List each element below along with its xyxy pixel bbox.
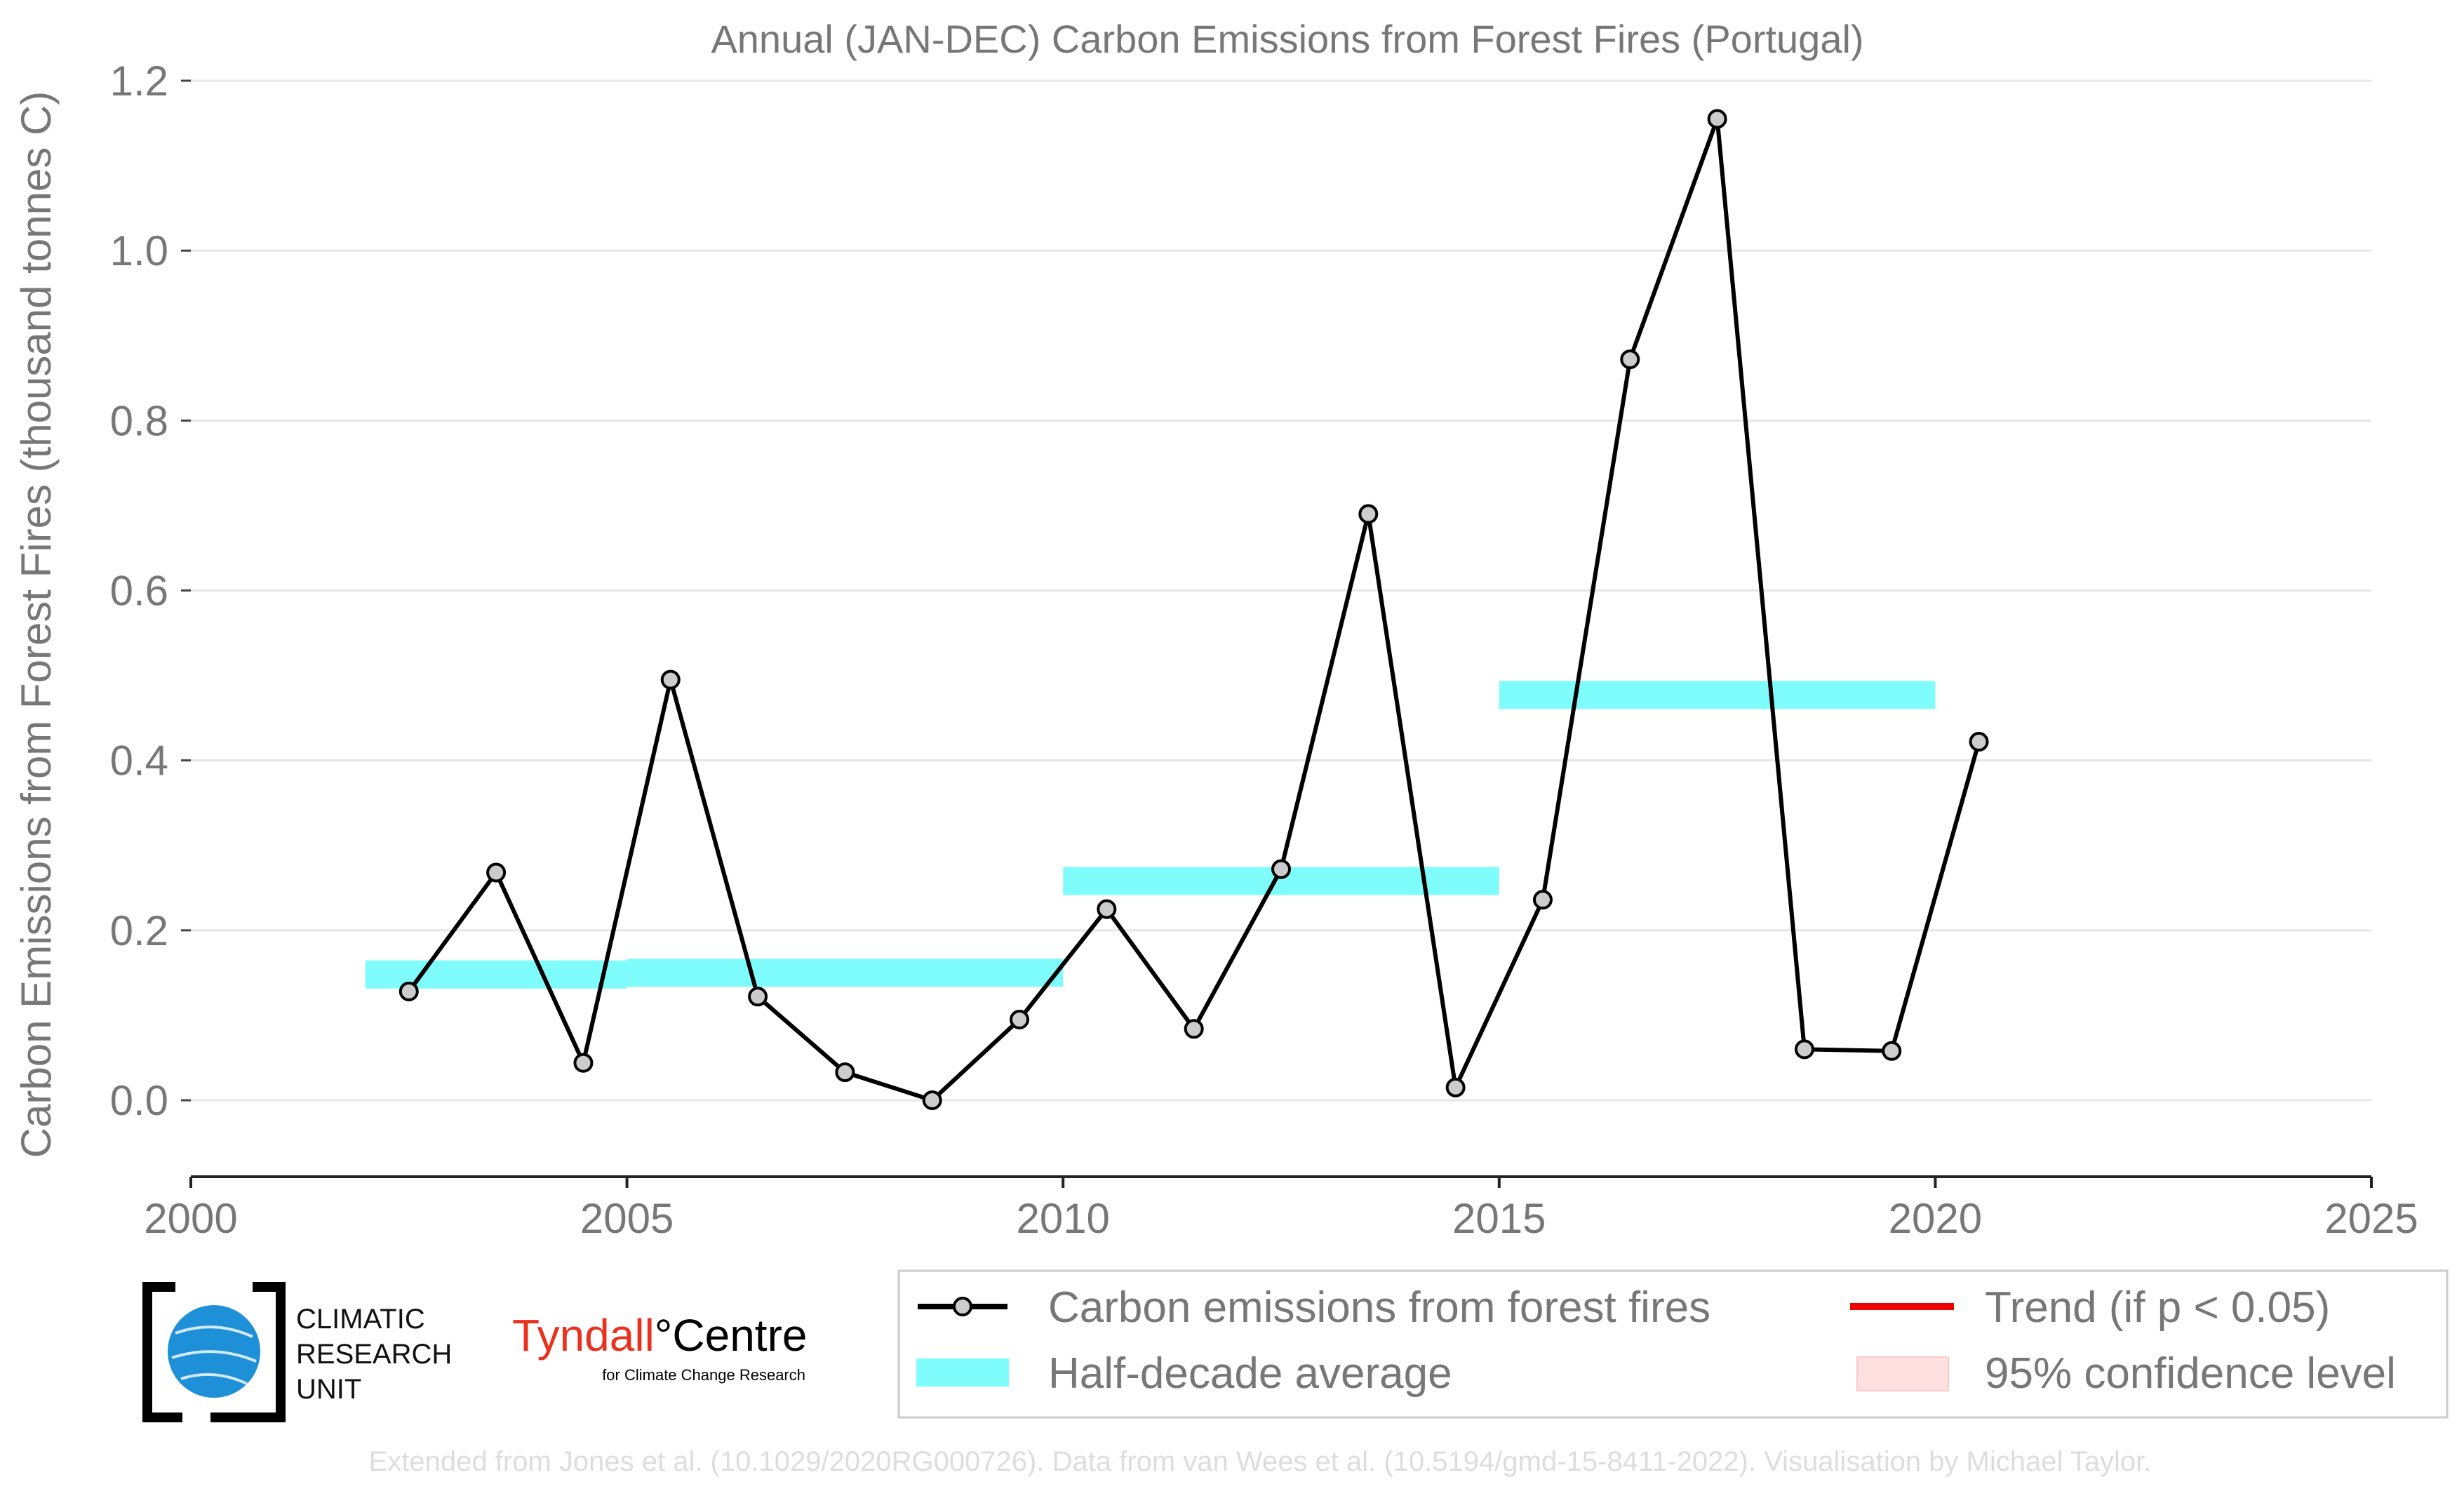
data-point bbox=[1271, 859, 1291, 879]
legend-label-emissions: Carbon emissions from forest fires bbox=[1048, 1283, 1710, 1332]
y-tick-label: 0.8 bbox=[110, 397, 168, 444]
average-bar bbox=[1499, 681, 1936, 709]
half-decade-bars bbox=[365, 681, 1936, 989]
cru-logo: CLIMATIC RESEARCH UNIT bbox=[142, 1282, 452, 1422]
legend-marker-swatch bbox=[953, 1297, 972, 1316]
data-point bbox=[1010, 1009, 1030, 1029]
data-point bbox=[1445, 1077, 1466, 1097]
data-point bbox=[1794, 1039, 1814, 1060]
tyndall-logo: Tyndall°Centre for Climate Change Resear… bbox=[512, 1310, 807, 1384]
legend-average-swatch bbox=[916, 1358, 1009, 1387]
data-point bbox=[835, 1062, 855, 1083]
footer-credit: Extended from Jones et al. (10.1029/2020… bbox=[369, 1446, 2152, 1477]
average-bar bbox=[627, 959, 1064, 987]
emissions-series bbox=[399, 109, 1989, 1111]
x-tick-label: 2005 bbox=[580, 1195, 674, 1242]
data-point bbox=[748, 987, 768, 1007]
legend-label-trend: Trend (if p < 0.05) bbox=[1985, 1283, 2330, 1332]
data-point bbox=[1882, 1041, 1902, 1061]
y-tick-label: 1.0 bbox=[110, 227, 168, 274]
y-tick-label: 0.6 bbox=[110, 568, 168, 615]
data-point bbox=[573, 1053, 594, 1073]
data-point bbox=[1969, 732, 1989, 752]
x-axis: 2000 2005 2010 2015 2020 2025 bbox=[144, 1175, 2418, 1242]
y-tick-label: 0.4 bbox=[110, 737, 168, 784]
data-point bbox=[1358, 504, 1379, 524]
legend-label-confidence: 95% confidence level bbox=[1985, 1349, 2396, 1398]
data-point bbox=[399, 982, 419, 1002]
legend-box bbox=[897, 1269, 2449, 1419]
cru-logo-line-3: UNIT bbox=[296, 1374, 361, 1405]
y-axis: 0.0 0.2 0.4 0.6 0.8 1.0 1.2 bbox=[110, 58, 191, 1124]
data-point bbox=[1097, 899, 1117, 919]
x-tick-label: 2015 bbox=[1452, 1195, 1546, 1242]
cru-logo-bracket bbox=[142, 1282, 286, 1422]
gridlines bbox=[191, 79, 2371, 1102]
data-point bbox=[1707, 109, 1727, 129]
y-tick-label: 0.2 bbox=[110, 907, 168, 954]
cru-logo-line-1: CLIMATIC bbox=[296, 1304, 425, 1335]
y-tick-label: 1.2 bbox=[110, 58, 168, 105]
legend: Carbon emissions from forest fires Trend… bbox=[897, 1269, 2449, 1419]
x-tick-label: 2010 bbox=[1016, 1195, 1109, 1242]
emissions-line bbox=[407, 116, 1981, 1102]
data-point bbox=[1620, 349, 1640, 370]
data-point bbox=[922, 1090, 942, 1111]
data-point bbox=[486, 862, 507, 883]
data-point bbox=[1184, 1019, 1204, 1039]
tyndall-logo-text: Tyndall°Centre bbox=[512, 1310, 807, 1361]
legend-label-average: Half-decade average bbox=[1048, 1349, 1452, 1398]
legend-confidence-swatch bbox=[1856, 1356, 1949, 1391]
y-tick-label: 0.0 bbox=[110, 1077, 168, 1124]
data-point bbox=[1532, 890, 1553, 910]
cru-logo-line-2: RESEARCH bbox=[296, 1339, 452, 1370]
x-tick-label: 2000 bbox=[144, 1195, 237, 1242]
chart-title: Annual (JAN-DEC) Carbon Emissions from F… bbox=[711, 17, 1863, 61]
tyndall-logo-subtitle: for Climate Change Research bbox=[602, 1366, 805, 1384]
y-axis-label: Carbon Emissions from Forest Fires (thou… bbox=[13, 91, 60, 1158]
x-tick-label: 2025 bbox=[2324, 1195, 2418, 1242]
x-tick-label: 2020 bbox=[1889, 1195, 1982, 1242]
data-point bbox=[660, 669, 681, 690]
